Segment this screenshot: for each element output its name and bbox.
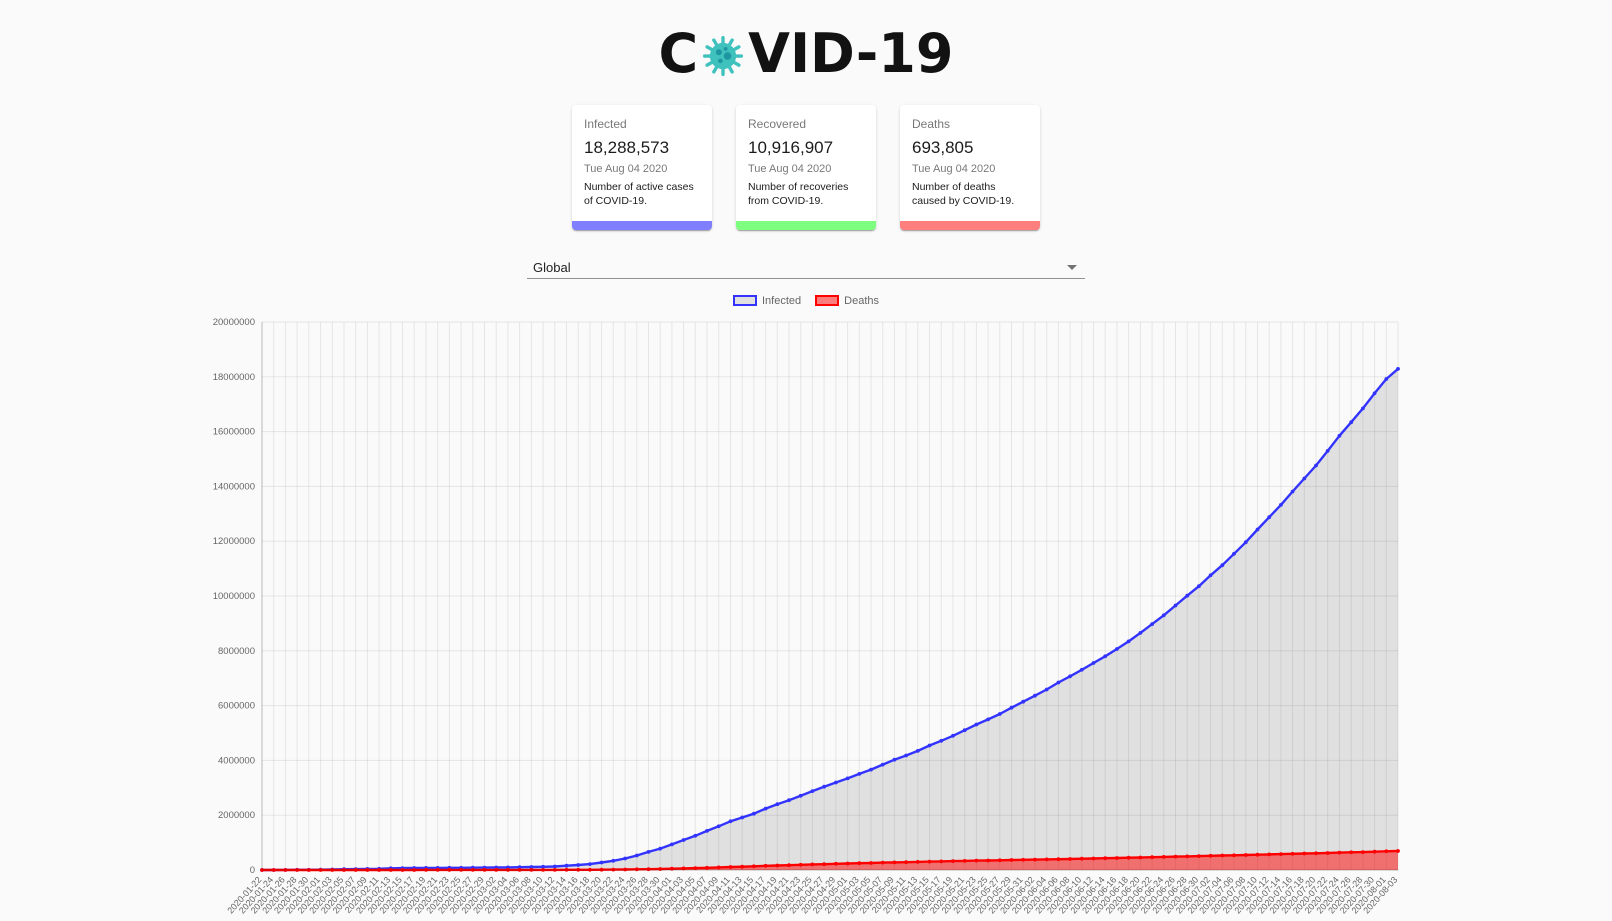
card-recovered: Recovered 10,916,907 Tue Aug 04 2020 Num… — [736, 105, 876, 231]
svg-text:16000000: 16000000 — [213, 427, 255, 438]
card-infected-title: Infected — [584, 117, 627, 131]
card-infected-accent-bar — [572, 221, 712, 231]
svg-text:0: 0 — [250, 865, 255, 876]
card-recovered-value: 10,916,907 — [748, 138, 834, 157]
card-infected-value: 18,288,573 — [584, 138, 670, 157]
legend-swatch-deaths — [815, 295, 840, 307]
app-logo: C VID-1 — [659, 22, 954, 85]
card-recovered-accent-bar — [736, 221, 876, 231]
card-infected-content: Infected 18,288,573 Tue Aug 04 2020 Numb… — [572, 105, 712, 221]
card-deaths-content: Deaths 693,805 Tue Aug 04 2020 Number of… — [900, 105, 1040, 221]
country-select[interactable]: Global — [527, 256, 1085, 280]
svg-text:10000000: 10000000 — [213, 591, 255, 602]
svg-text:12000000: 12000000 — [213, 536, 255, 547]
card-infected-description: Number of active cases of COVID-19. — [584, 181, 694, 207]
card-deaths: Deaths 693,805 Tue Aug 04 2020 Number of… — [900, 105, 1040, 231]
card-deaths-value: 693,805 — [912, 138, 974, 157]
covid-line-chart: Infected Deaths 0 2000000 4000000 6000000 800… — [206, 293, 1406, 921]
card-deaths-title: Deaths — [912, 117, 951, 131]
card-recovered-description: Number of recoveries from COVID-19. — [748, 181, 849, 207]
stat-cards: Infected 18,288,573 Tue Aug 04 2020 Numb… — [0, 105, 1612, 231]
svg-text:20000000: 20000000 — [213, 317, 255, 328]
logo-text-prefix: C — [658, 22, 699, 85]
card-recovered-title: Recovered — [748, 117, 807, 131]
legend-swatch-infected — [733, 295, 757, 307]
legend-label-deaths: Deaths — [844, 294, 879, 307]
chart-canvas: 0 2000000 4000000 6000000 8000000 10000000 120… — [213, 317, 1400, 916]
virus-icon — [703, 35, 744, 76]
card-deaths-date: Tue Aug 04 2020 — [912, 163, 996, 175]
chevron-down-icon — [1067, 265, 1077, 271]
card-recovered-content: Recovered 10,916,907 Tue Aug 04 2020 Num… — [736, 105, 876, 221]
svg-text:14000000: 14000000 — [213, 482, 255, 493]
country-select-value: Global — [533, 259, 571, 275]
country-select-row: Global — [527, 256, 1085, 280]
legend-label-infected: Infected — [762, 294, 802, 307]
card-infected-date: Tue Aug 04 2020 — [584, 163, 668, 175]
card-recovered-date: Tue Aug 04 2020 — [748, 163, 832, 175]
card-infected: Infected 18,288,573 Tue Aug 04 2020 Numb… — [572, 105, 712, 231]
logo-text-suffix: VID-19 — [748, 22, 954, 85]
chart-legend: Infected Deaths — [206, 293, 1406, 308]
header: C VID-1 — [0, 22, 1612, 85]
card-deaths-description: Number of deaths caused by COVID-19. — [912, 181, 1015, 207]
card-deaths-accent-bar — [900, 221, 1040, 231]
legend-item-infected[interactable]: Infected — [733, 295, 801, 307]
svg-text:2000000: 2000000 — [218, 810, 255, 821]
svg-text:18000000: 18000000 — [213, 372, 255, 383]
svg-text:4000000: 4000000 — [218, 756, 255, 767]
svg-text:6000000: 6000000 — [218, 701, 255, 712]
svg-text:8000000: 8000000 — [218, 646, 255, 657]
legend-item-deaths[interactable]: Deaths — [815, 295, 879, 307]
